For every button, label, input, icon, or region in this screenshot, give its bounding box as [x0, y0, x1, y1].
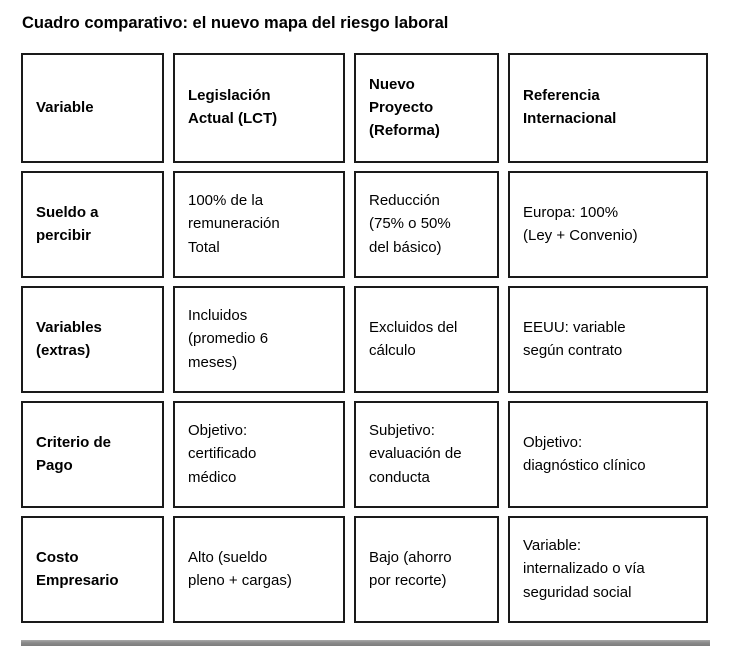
value-cell: Alto (sueldo pleno + cargas) — [173, 516, 345, 624]
value-cell: EEUU: variable según contrato — [508, 286, 708, 394]
value-cell: 100% de la remuneración Total — [173, 171, 345, 279]
value-cell: Subjetivo: evaluación de conducta — [354, 401, 499, 509]
value-cell: Reducción (75% o 50% del básico) — [354, 171, 499, 279]
column-header-label: Legislación Actual (LCT) — [188, 87, 278, 128]
cell-value: Objetivo: diagnóstico clínico — [523, 433, 646, 474]
column-header-label: Nuevo Proyecto (Reforma) — [369, 75, 440, 140]
row-label-cell: Costo Empresario — [21, 516, 164, 624]
value-cell: Bajo (ahorro por recorte) — [354, 516, 499, 624]
cell-value: Objetivo: certificado médico — [188, 422, 257, 486]
column-header-label: Variable — [36, 98, 94, 116]
value-cell: Europa: 100% (Ley + Convenio) — [508, 171, 708, 279]
column-header-label: Referencia Internacional — [523, 87, 617, 128]
cell-value: Variable: internalizado o vía seguridad … — [523, 537, 645, 601]
cell-value: Europa: 100% (Ley + Convenio) — [523, 203, 638, 244]
cell-value: Alto (sueldo pleno + cargas) — [188, 548, 292, 589]
cell-value: Subjetivo: evaluación de conducta — [369, 422, 462, 486]
value-cell: Incluidos (promedio 6 meses) — [173, 286, 345, 394]
value-cell: Objetivo: certificado médico — [173, 401, 345, 509]
value-cell: Objetivo: diagnóstico clínico — [508, 401, 708, 509]
cell-value: Bajo (ahorro por recorte) — [369, 548, 452, 589]
cell-value: EEUU: variable según contrato — [523, 318, 626, 359]
row-label-cell: Sueldo a percibir — [21, 171, 164, 279]
cell-value: Excluidos del cálculo — [369, 318, 458, 359]
column-header-referencia-internacional: Referencia Internacional — [508, 53, 708, 164]
column-header-legislacion-actual: Legislación Actual (LCT) — [173, 53, 345, 164]
document-page: Cuadro comparativo: el nuevo mapa del ri… — [21, 14, 710, 647]
cell-value: Reducción (75% o 50% del básico) — [369, 192, 451, 256]
row-label-cell: Variables (extras) — [21, 286, 164, 394]
row-label: Variables (extras) — [36, 318, 102, 359]
value-cell: Variable: internalizado o vía seguridad … — [508, 516, 708, 624]
comparison-table: Variable Legislación Actual (LCT) Nuevo … — [21, 53, 710, 624]
column-header-nuevo-proyecto: Nuevo Proyecto (Reforma) — [354, 53, 499, 164]
footer-divider — [21, 640, 710, 647]
column-header-variable: Variable — [21, 53, 164, 164]
value-cell: Excluidos del cálculo — [354, 286, 499, 394]
cell-value: Incluidos (promedio 6 meses) — [188, 307, 269, 371]
cell-value: 100% de la remuneración Total — [188, 192, 280, 256]
row-label: Costo Empresario — [36, 548, 119, 589]
row-label-cell: Criterio de Pago — [21, 401, 164, 509]
row-label: Sueldo a percibir — [36, 203, 99, 244]
row-label: Criterio de Pago — [36, 433, 112, 474]
page-title: Cuadro comparativo: el nuevo mapa del ri… — [22, 14, 449, 32]
